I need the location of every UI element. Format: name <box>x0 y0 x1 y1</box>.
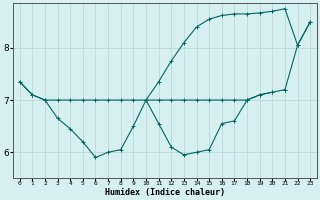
X-axis label: Humidex (Indice chaleur): Humidex (Indice chaleur) <box>105 188 225 197</box>
